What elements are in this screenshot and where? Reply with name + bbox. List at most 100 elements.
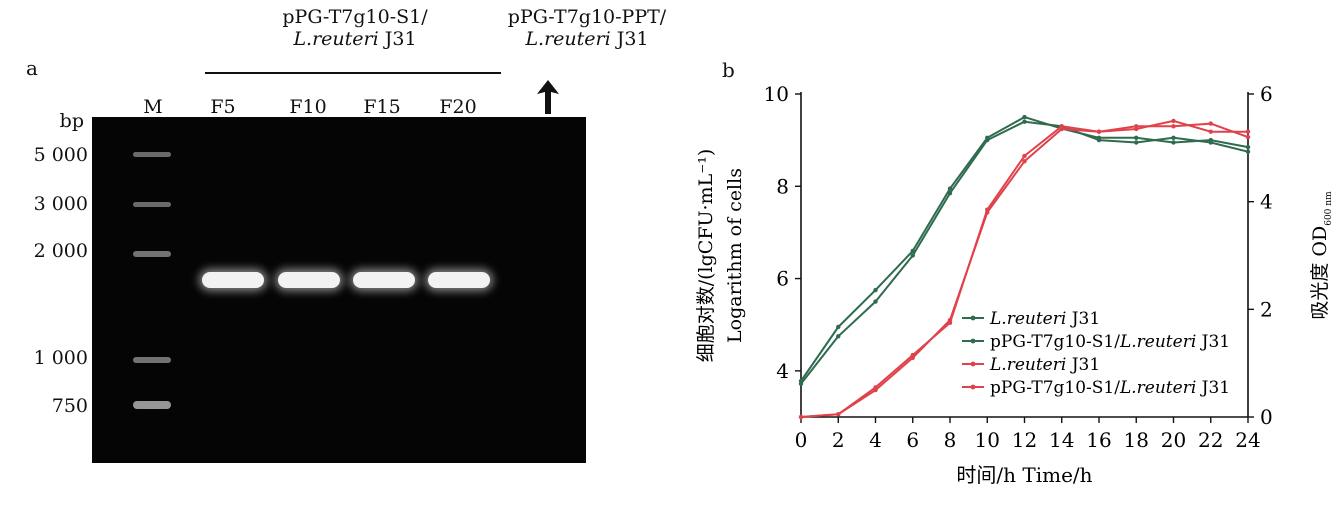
- lane-label-f20: F20: [439, 96, 477, 118]
- x-tick-label: 4: [869, 428, 882, 452]
- series-4-point: [910, 355, 915, 360]
- series-2-point: [836, 334, 841, 339]
- x-tick-label: 0: [795, 428, 808, 452]
- y-right-tick-label: 0: [1260, 405, 1273, 429]
- sample-band-f10: [278, 272, 340, 288]
- group2-line2: L.reuteri J31: [525, 28, 649, 50]
- y-axis-left-title-en: Logarithm of cells: [724, 168, 746, 343]
- x-tick-label: 24: [1235, 428, 1260, 452]
- series-2-point: [1134, 140, 1139, 145]
- series-4-point: [1059, 126, 1064, 132]
- panel-b-label: b: [722, 58, 735, 82]
- series-1-point: [1245, 144, 1251, 150]
- lane-label-f5: F5: [210, 96, 236, 118]
- series-2-point: [873, 299, 878, 304]
- ladder-band-3000: [133, 202, 171, 207]
- legend-marker-1: [970, 315, 976, 321]
- y-left-tick-label: 10: [764, 82, 789, 106]
- group1-label: pPG-T7g10-S1/ L.reuteri J31: [265, 6, 445, 50]
- sample-band-f5: [202, 272, 264, 288]
- marker-label-5000: 5 000: [33, 144, 88, 166]
- panel-a-label: a: [26, 56, 38, 80]
- series-4-point: [836, 412, 841, 417]
- group2-label: pPG-T7g10-PPT/ L.reuteri J31: [487, 6, 687, 50]
- sample-band-f20: [428, 272, 490, 288]
- x-tick-label: 14: [1049, 428, 1074, 452]
- series-2-point: [985, 137, 990, 143]
- series-4-point: [1022, 159, 1027, 164]
- series-2-point: [1096, 137, 1102, 143]
- legend-label-3: L.reuteri J31: [989, 355, 1100, 375]
- marker-label-1000: 1 000: [33, 347, 88, 369]
- series-3-point: [1171, 118, 1176, 124]
- ladder-band-5000: [133, 152, 171, 157]
- series-4-point: [985, 210, 990, 215]
- series-4-point: [1134, 124, 1139, 129]
- series-1-point: [1171, 140, 1176, 145]
- x-tick-label: 22: [1198, 428, 1223, 452]
- series-4-point: [1208, 121, 1213, 126]
- x-tick-label: 20: [1161, 428, 1186, 452]
- x-tick-label: 10: [975, 428, 1000, 452]
- series-2-point: [947, 191, 953, 196]
- series-2-point: [1208, 140, 1213, 145]
- series-1-point: [1134, 135, 1139, 140]
- group1-line2: L.reuteri J31: [293, 28, 417, 50]
- y-axis-right-title: 吸光度 OD600 nm: [1309, 191, 1334, 320]
- bp-unit-label: bp: [59, 110, 84, 132]
- y-left-tick-label: 6: [776, 267, 789, 291]
- legend-label-2: pPG-T7g10-S1/L.reuteri J31: [990, 332, 1230, 352]
- series-3-point: [1245, 129, 1251, 134]
- series-3-point: [1022, 153, 1027, 159]
- series-1-point: [836, 324, 841, 330]
- ladder-band-1000: [133, 357, 171, 363]
- sample-band-f15: [353, 272, 415, 288]
- y-left-tick-label: 8: [776, 174, 789, 198]
- x-tick-label: 6: [906, 428, 919, 452]
- legend-marker-4: [970, 384, 976, 390]
- legend-marker-2: [970, 338, 976, 344]
- marker-label-2000: 2 000: [33, 240, 88, 262]
- series-2-point: [798, 381, 804, 386]
- legend-label-4: pPG-T7g10-S1/L.reuteri J31: [990, 378, 1230, 398]
- legend-marker-3: [970, 361, 976, 367]
- y-left-tick-label: 4: [776, 359, 789, 383]
- x-tick-label: 8: [944, 428, 957, 452]
- group2-line1: pPG-T7g10-PPT/: [507, 6, 667, 28]
- series-4-point: [798, 414, 804, 420]
- x-tick-label: 2: [832, 428, 845, 452]
- series-2-point: [1171, 135, 1176, 140]
- series-4-point: [1096, 129, 1102, 134]
- series-1-point: [947, 186, 953, 191]
- series-4-point: [1171, 124, 1176, 129]
- marker-label-3000: 3 000: [33, 193, 88, 215]
- series-4-point: [947, 317, 953, 323]
- ladder-band-750: [133, 401, 171, 409]
- series-2-point: [1245, 149, 1251, 154]
- y-axis-left-title-zh: 细胞对数/(lgCFU·mL⁻¹): [695, 149, 717, 363]
- series-1-point: [1022, 114, 1027, 120]
- series-2-point: [1022, 119, 1027, 124]
- x-axis-title: 时间/h Time/h: [956, 463, 1092, 487]
- x-tick-label: 12: [1012, 428, 1037, 452]
- y-right-tick-label: 6: [1260, 82, 1273, 106]
- series-1-point: [873, 287, 878, 293]
- group1-bracket-line: [205, 72, 501, 74]
- chart-legend: L.reuteri J31 pPG-T7g10-S1/L.reuteri J31 L…: [962, 309, 1230, 398]
- y-right-tick-label: 2: [1260, 297, 1273, 321]
- group1-line1: pPG-T7g10-S1/: [282, 6, 428, 28]
- series-4-point: [1245, 134, 1251, 140]
- lane-label-f10: F10: [289, 96, 327, 118]
- marker-label-750: 750: [51, 395, 88, 417]
- x-tick-label: 16: [1086, 428, 1111, 452]
- chart-series: [798, 114, 1251, 420]
- legend-label-1: L.reuteri J31: [989, 309, 1100, 329]
- up-arrow-icon: [537, 80, 559, 114]
- series-4-point: [873, 387, 878, 393]
- x-tick-label: 18: [1124, 428, 1149, 452]
- lane-label-m: M: [143, 96, 163, 118]
- series-3-point: [1208, 129, 1213, 134]
- series-2-point: [910, 253, 915, 258]
